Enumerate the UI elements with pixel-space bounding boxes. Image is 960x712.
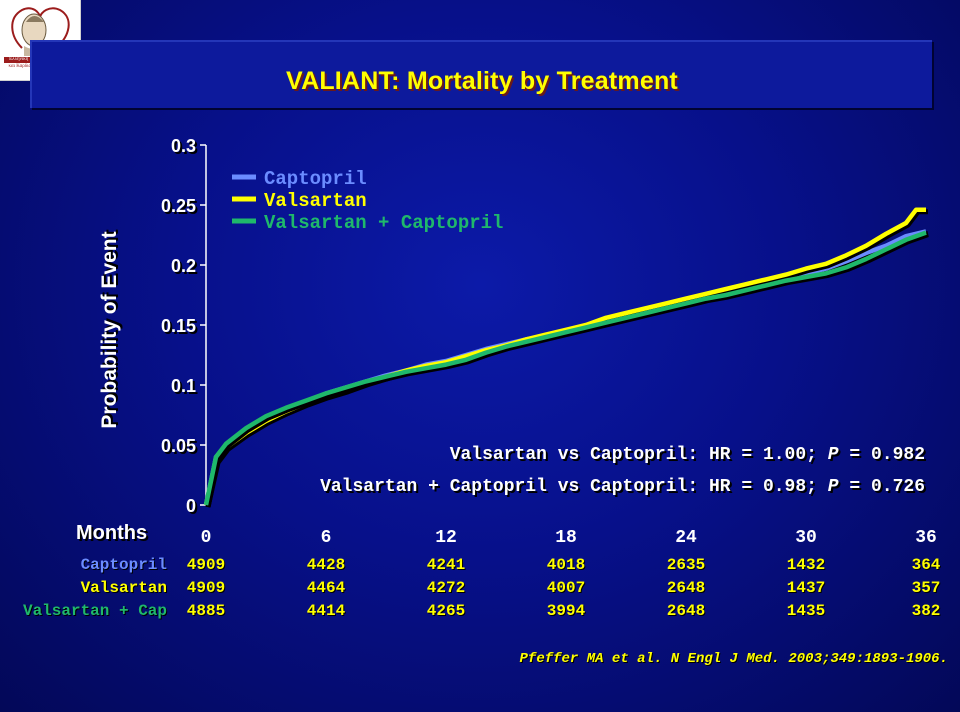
x-tick-label: 0 [201, 528, 212, 548]
risk-cell: 4885 [186, 602, 226, 620]
risk-cell: 4265 [426, 602, 466, 620]
hr-annotation-2: Valsartan + Captopril vs Captopril: HR =… [320, 477, 925, 497]
y-tick-label: 0.1 [171, 376, 196, 396]
risk-cell: 2635 [666, 556, 706, 574]
risk-cell: 4414 [306, 602, 346, 620]
risk-cell: 4241 [426, 556, 466, 574]
citation: Pfeffer MA et al. N Engl J Med. 2003;349… [519, 651, 948, 667]
risk-cell: 2648 [666, 602, 706, 620]
hr2-p: P [827, 477, 839, 497]
risk-cell: 1435 [786, 602, 826, 620]
risk-cell: 364 [911, 556, 941, 574]
risk-row-label: Valsartan [80, 579, 167, 597]
hr-annotation-1: Valsartan vs Captopril: HR = 1.00; P = 0… [450, 445, 925, 465]
series-line-valsartan-captopril [203, 230, 927, 506]
risk-cell: 1432 [786, 556, 826, 574]
risk-row-label: Captopril [80, 556, 167, 574]
hr1-p: P [827, 445, 839, 465]
y-tick-label: 0.15 [161, 316, 196, 336]
risk-cell: 4909 [186, 579, 226, 597]
legend-label: Valsartan + Captopril [264, 212, 503, 234]
legend-label: Captopril [264, 168, 367, 190]
risk-cell: 3994 [546, 602, 586, 620]
slide-title: VALIANT: Mortality by Treatment [286, 67, 678, 95]
x-axis-label: Months [76, 522, 148, 544]
y-tick-label: 0.2 [171, 256, 196, 276]
hr2-text: Valsartan + Captopril vs Captopril: HR =… [320, 477, 828, 497]
risk-cell: 357 [911, 579, 941, 597]
risk-cell: 382 [911, 602, 941, 620]
x-tick-label: 6 [321, 528, 332, 548]
hr1-value: = 0.982 [838, 445, 925, 465]
risk-cell: 4428 [306, 556, 346, 574]
risk-cell: 4272 [426, 579, 466, 597]
hr2-value: = 0.726 [838, 477, 925, 497]
title-bar: VALIANT: Mortality by Treatment [30, 40, 932, 108]
risk-cell: 4909 [186, 556, 226, 574]
x-tick-label: 24 [675, 528, 697, 548]
risk-cell: 2648 [666, 579, 706, 597]
x-tick-label: 36 [915, 528, 937, 548]
x-tick-label: 12 [435, 528, 457, 548]
hr1-text: Valsartan vs Captopril: HR = 1.00; [449, 445, 828, 465]
series-line-shadow [205, 232, 929, 508]
risk-cell: 4007 [546, 579, 586, 597]
x-tick-label: 18 [555, 528, 577, 548]
risk-cell: 1437 [786, 579, 826, 597]
risk-row-label: Valsartan + Cap [22, 602, 167, 620]
legend-label: Valsartan [264, 190, 367, 212]
risk-cell: 4464 [306, 579, 346, 597]
y-tick-label: 0.3 [171, 136, 196, 156]
x-tick-label: 30 [795, 528, 817, 548]
risk-cell: 4018 [546, 556, 586, 574]
y-tick-label: 0.25 [161, 196, 196, 216]
y-tick-label: 0.05 [161, 436, 196, 456]
y-tick-label: 0 [186, 496, 196, 516]
